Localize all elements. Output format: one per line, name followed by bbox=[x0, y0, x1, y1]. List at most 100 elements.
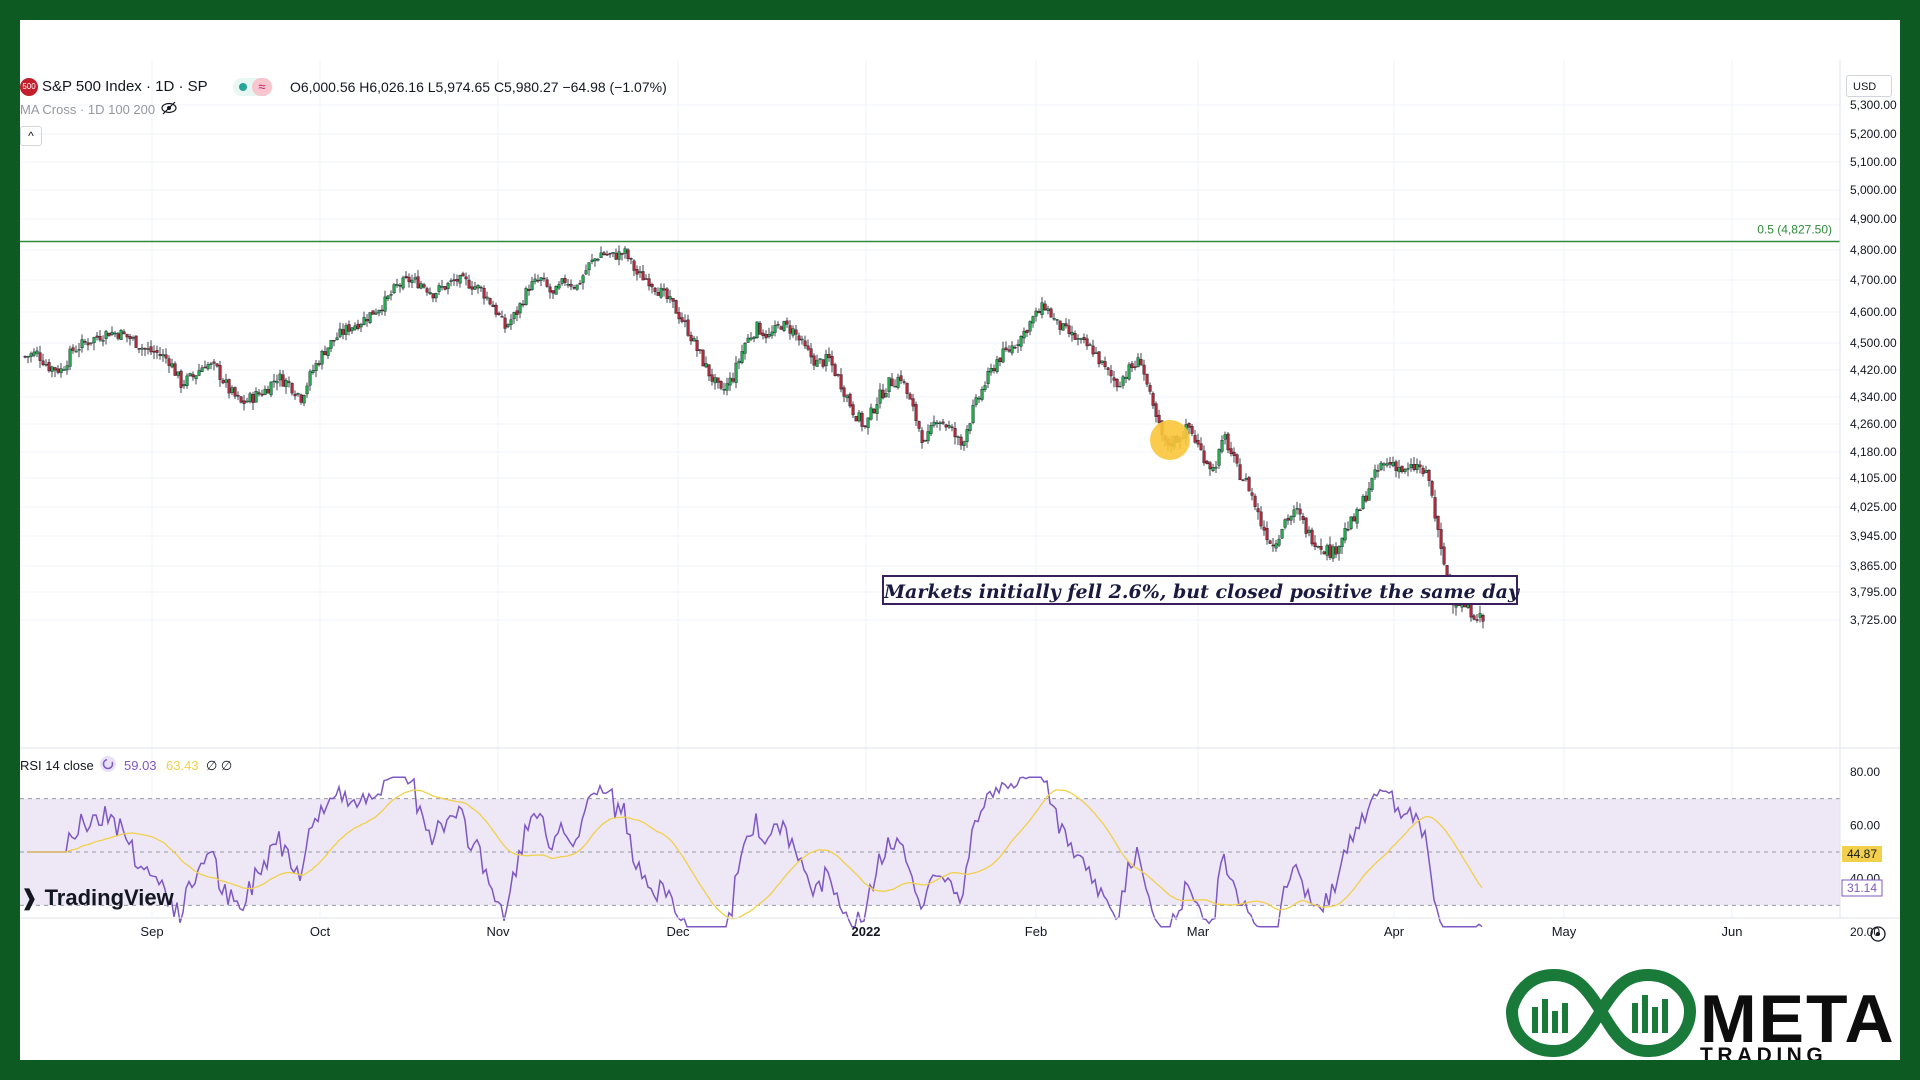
candle-body bbox=[77, 349, 81, 351]
price-tick-label: 4,900.00 bbox=[1850, 212, 1897, 226]
candle-body bbox=[434, 293, 438, 299]
candle-body bbox=[620, 253, 624, 255]
candle-body bbox=[1340, 537, 1344, 548]
candle-body bbox=[179, 370, 183, 388]
candle-body bbox=[491, 304, 495, 308]
candle-body bbox=[923, 440, 927, 442]
candle-body bbox=[1220, 439, 1224, 452]
status-pill[interactable]: ≈ bbox=[233, 78, 273, 96]
candle-body bbox=[722, 389, 726, 391]
candle-body bbox=[821, 359, 825, 367]
candle-body bbox=[1070, 331, 1074, 336]
rsi-ma-value: 63.43 bbox=[166, 758, 199, 773]
candle-body bbox=[1211, 467, 1215, 471]
tradingview-logo: ❱ TradingView bbox=[20, 885, 174, 911]
candle-body bbox=[59, 368, 63, 374]
candle-body bbox=[656, 292, 660, 296]
candle-body bbox=[305, 385, 309, 395]
price-axis[interactable]: 5,300.00 5,200.00 5,100.00 5,000.00 4,900.00… bbox=[1850, 98, 1897, 627]
candle-body bbox=[1433, 497, 1437, 519]
meta-wordmark: META bbox=[1700, 981, 1896, 1057]
candle-body bbox=[377, 309, 381, 314]
candle-body bbox=[503, 317, 507, 329]
currency-selector[interactable]: USD bbox=[1846, 75, 1892, 97]
time-tick-label: Sep bbox=[140, 924, 163, 939]
candle-body bbox=[368, 312, 372, 323]
candle-body bbox=[1415, 464, 1419, 470]
ohlc-values: O6,000.56 H6,026.16 L5,974.65 C5,980.27 … bbox=[290, 79, 667, 95]
candle-body bbox=[1271, 544, 1275, 547]
candle-body bbox=[539, 277, 543, 281]
rsi-ma-line bbox=[27, 789, 1483, 920]
time-tick-label: Jun bbox=[1722, 924, 1743, 939]
candle-body bbox=[1097, 351, 1101, 365]
candle-body bbox=[1214, 466, 1218, 469]
candle-body bbox=[563, 277, 567, 283]
candle-body bbox=[416, 276, 420, 289]
candle-body bbox=[1352, 516, 1356, 522]
candle-body bbox=[1064, 323, 1068, 327]
candle-body bbox=[875, 404, 879, 414]
candle-body bbox=[101, 339, 105, 342]
candle-body bbox=[425, 288, 429, 293]
candle-body bbox=[1436, 515, 1440, 530]
candle-body bbox=[512, 312, 516, 320]
candle-body bbox=[635, 269, 639, 275]
refresh-icon[interactable] bbox=[100, 756, 116, 772]
candle-body bbox=[725, 383, 729, 391]
candle-body bbox=[1025, 330, 1029, 333]
candle-body bbox=[176, 371, 180, 376]
candle-body bbox=[1259, 511, 1263, 527]
price-tick-label: 5,100.00 bbox=[1850, 155, 1897, 169]
candle-body bbox=[173, 363, 177, 376]
candle-body bbox=[1418, 464, 1422, 468]
candle-body bbox=[962, 441, 966, 446]
candle-body bbox=[587, 262, 591, 271]
candle-body bbox=[1385, 463, 1389, 466]
candle-body bbox=[830, 355, 834, 366]
candle-body bbox=[839, 374, 843, 390]
candle-body bbox=[1079, 338, 1083, 340]
candle-body bbox=[1148, 385, 1152, 392]
candle-body bbox=[347, 324, 351, 332]
candle-body bbox=[797, 335, 801, 341]
symbol-title[interactable]: S&P 500 Index · 1D · SP bbox=[42, 78, 208, 95]
rsi-label[interactable]: RSI 14 close bbox=[20, 758, 94, 773]
candle-body bbox=[965, 429, 969, 442]
candle-body bbox=[371, 310, 375, 315]
candle-body bbox=[1331, 546, 1335, 559]
candle-body bbox=[1235, 454, 1239, 464]
chevron-up-icon[interactable]: ^ bbox=[20, 126, 42, 146]
candle-body bbox=[623, 248, 627, 254]
candle-body bbox=[812, 355, 816, 366]
indicator-ma-cross[interactable]: MA Cross · 1D 100 200 bbox=[20, 102, 156, 117]
candle-body bbox=[470, 286, 474, 290]
settings-icon[interactable] bbox=[1870, 926, 1886, 942]
candle-body bbox=[395, 284, 399, 286]
price-chart[interactable]: 0.5 (4,827.50) 5,300.005,200.005,100.005… bbox=[20, 20, 1900, 1060]
candle-body bbox=[1403, 468, 1407, 472]
candle-body bbox=[647, 278, 651, 287]
settings-icon-dot bbox=[1876, 932, 1880, 936]
candle-body bbox=[500, 316, 504, 318]
rsi-tick-label: 60.00 bbox=[1850, 818, 1880, 832]
time-axis[interactable]: Sep Oct Nov Dec 2022 Feb Mar Apr May Jun bbox=[140, 924, 1742, 939]
rsi-band bbox=[20, 798, 1840, 906]
fib-label: 0.5 (4,827.50) bbox=[1757, 222, 1832, 236]
candle-body bbox=[284, 379, 288, 388]
candle-body bbox=[155, 350, 159, 353]
candle-body bbox=[827, 354, 831, 359]
candle-body bbox=[1454, 604, 1458, 608]
candle-body bbox=[80, 339, 84, 349]
candle-body bbox=[704, 363, 708, 368]
candle-body bbox=[989, 368, 993, 373]
candle-body bbox=[353, 325, 357, 330]
candle-body bbox=[1226, 433, 1230, 451]
candle-body bbox=[605, 253, 609, 256]
candle-body bbox=[455, 279, 459, 282]
candle-body bbox=[1334, 546, 1338, 555]
candle-body bbox=[791, 328, 795, 336]
candle-body bbox=[902, 381, 906, 383]
eye-crossed-icon[interactable] bbox=[160, 100, 178, 116]
candle-body bbox=[1094, 352, 1098, 354]
